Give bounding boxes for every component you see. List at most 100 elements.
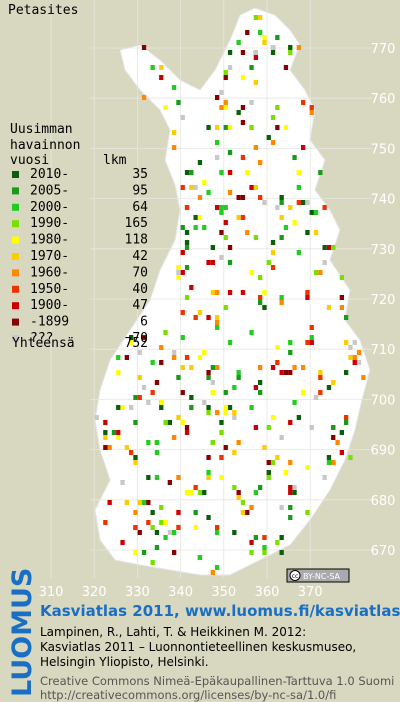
observation-square (318, 375, 323, 380)
observation-square (288, 420, 293, 425)
observation-square (133, 510, 138, 515)
observation-square (197, 490, 203, 495)
observation-square (288, 490, 293, 495)
legend-count: 70 (132, 265, 148, 280)
observation-square (116, 405, 121, 410)
observation-square (219, 255, 224, 260)
y-label: 750 (371, 142, 396, 157)
legend-swatch (12, 236, 19, 244)
legend-heading: havainnon (10, 138, 80, 153)
y-label: 760 (371, 92, 396, 107)
observation-square (262, 200, 267, 205)
observation-square (163, 105, 168, 110)
observations (94, 15, 366, 575)
observation-square (184, 245, 190, 250)
observation-square (172, 355, 177, 360)
observation-square (313, 230, 319, 235)
observation-square (180, 115, 185, 120)
observation-square (159, 400, 164, 405)
legend-count: 35 (132, 167, 148, 182)
observation-square (232, 450, 237, 455)
x-label: 320 (82, 585, 107, 600)
observation-square (184, 265, 190, 270)
observation-square (189, 395, 194, 400)
observation-square (120, 540, 125, 545)
observation-square (206, 515, 211, 520)
observation-square (270, 250, 276, 255)
observation-square (210, 245, 215, 250)
observation-square (167, 480, 172, 485)
observation-square (223, 410, 228, 415)
observation-square (258, 380, 263, 385)
observation-square (215, 95, 220, 100)
observation-square (339, 305, 344, 310)
observation-square (180, 335, 185, 340)
observation-square (253, 425, 258, 430)
observation-square (344, 340, 349, 345)
observation-square (159, 520, 164, 525)
observation-square (339, 295, 344, 300)
observation-square (236, 490, 241, 495)
observation-square (180, 365, 185, 370)
observation-square (301, 390, 306, 395)
observation-square (258, 295, 263, 300)
legend-count: 40 (132, 282, 148, 297)
observation-square (94, 415, 99, 420)
observation-square (210, 290, 215, 295)
observation-square (253, 185, 258, 190)
observation-square (270, 140, 276, 145)
observation-square (184, 295, 190, 300)
observation-square (262, 35, 267, 40)
observation-square (197, 215, 203, 220)
observation-square (326, 245, 332, 250)
observation-square (180, 250, 185, 255)
observation-square (240, 510, 246, 515)
observation-square (240, 215, 246, 220)
observation-square (262, 550, 267, 555)
observation-square (253, 535, 258, 540)
observation-square (137, 500, 142, 505)
observation-square (210, 570, 215, 575)
observation-square (275, 205, 280, 210)
observation-square (253, 235, 258, 240)
legend-swatch (12, 171, 19, 178)
observation-square (163, 535, 168, 540)
observation-square (176, 265, 181, 270)
legend-heading: Uusimman (10, 122, 73, 137)
observation-square (172, 350, 177, 355)
observation-square (266, 470, 271, 475)
observation-square (215, 125, 220, 130)
observation-square (266, 260, 271, 265)
observation-square (223, 390, 228, 395)
observation-square (240, 195, 246, 200)
y-label: 680 (371, 494, 396, 509)
observation-square (227, 190, 233, 195)
observation-square (339, 275, 344, 280)
observation-square (322, 245, 327, 250)
observation-square (258, 485, 263, 490)
observation-square (193, 510, 198, 515)
observation-square (103, 435, 108, 440)
observation-square (296, 415, 301, 420)
observation-square (193, 225, 198, 230)
observation-square (137, 395, 142, 400)
y-label: 720 (371, 293, 396, 308)
legend-swatch (12, 187, 19, 195)
observation-square (344, 415, 349, 420)
observation-square (275, 125, 280, 130)
observation-square (107, 500, 112, 505)
observation-square (292, 155, 297, 160)
observation-square (249, 505, 254, 510)
observation-square (124, 500, 129, 505)
observation-square (326, 305, 332, 310)
observation-square (180, 225, 185, 230)
observation-square (197, 160, 203, 165)
observation-square (236, 440, 241, 445)
observation-square (189, 405, 194, 410)
observation-square (189, 170, 194, 175)
observation-square (232, 530, 237, 535)
observation-square (219, 455, 224, 460)
observation-square (288, 205, 293, 210)
observation-square (150, 390, 155, 395)
license: Creative Commons Nimeä-Epäkaupallinen-Ta… (40, 674, 394, 688)
